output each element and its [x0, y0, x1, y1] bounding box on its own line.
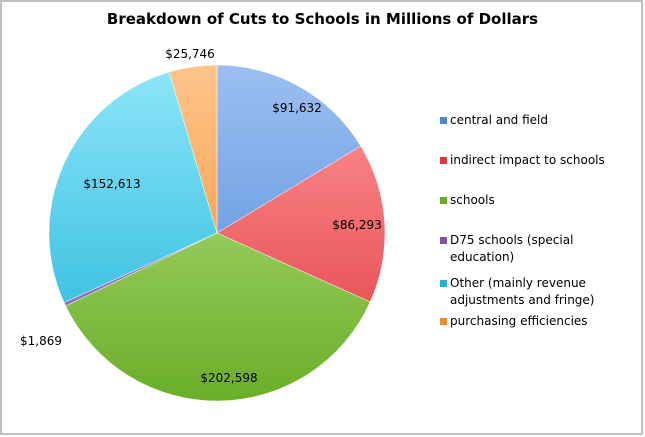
- legend-label: D75 schools (special education): [450, 233, 574, 264]
- legend-swatch: [440, 280, 447, 287]
- legend-item: indirect impact to schools: [440, 152, 640, 169]
- legend-label: purchasing efficiencies: [450, 314, 588, 328]
- legend-swatch: [440, 318, 447, 325]
- data-label: $152,613: [83, 177, 140, 191]
- data-label: $25,746: [165, 47, 215, 61]
- legend-item: schools: [440, 192, 640, 209]
- legend-label: Other (mainly revenue adjustments and fr…: [450, 276, 595, 307]
- legend-item: Other (mainly revenue adjustments and fr…: [440, 275, 640, 309]
- data-label: $1,869: [20, 334, 62, 348]
- pie-slice-schools: [65, 232, 371, 402]
- legend-swatch: [440, 237, 447, 244]
- legend-label: schools: [450, 193, 495, 207]
- pie-slice-central-and-field: [216, 64, 362, 234]
- data-label: $202,598: [200, 371, 257, 385]
- pie-slice-indirect-impact-to-schools: [216, 145, 386, 303]
- chart-title: Breakdown of Cuts to Schools in Millions…: [106, 10, 539, 28]
- data-label: $86,293: [332, 218, 382, 232]
- pie-slice-purchasing-efficiencies: [168, 64, 218, 234]
- pie-slice-other-mainly-revenue-adjustments-and-fringe: [48, 71, 218, 304]
- legend-swatch: [440, 157, 447, 164]
- legend-item: central and field: [440, 112, 640, 129]
- legend-label: indirect impact to schools: [450, 153, 605, 167]
- legend-swatch: [440, 197, 447, 204]
- data-label: $91,632: [272, 101, 322, 115]
- legend-swatch: [440, 117, 447, 124]
- legend-label: central and field: [450, 113, 549, 127]
- legend-item: purchasing efficiencies: [440, 313, 640, 330]
- legend-item: D75 schools (special education): [440, 232, 640, 266]
